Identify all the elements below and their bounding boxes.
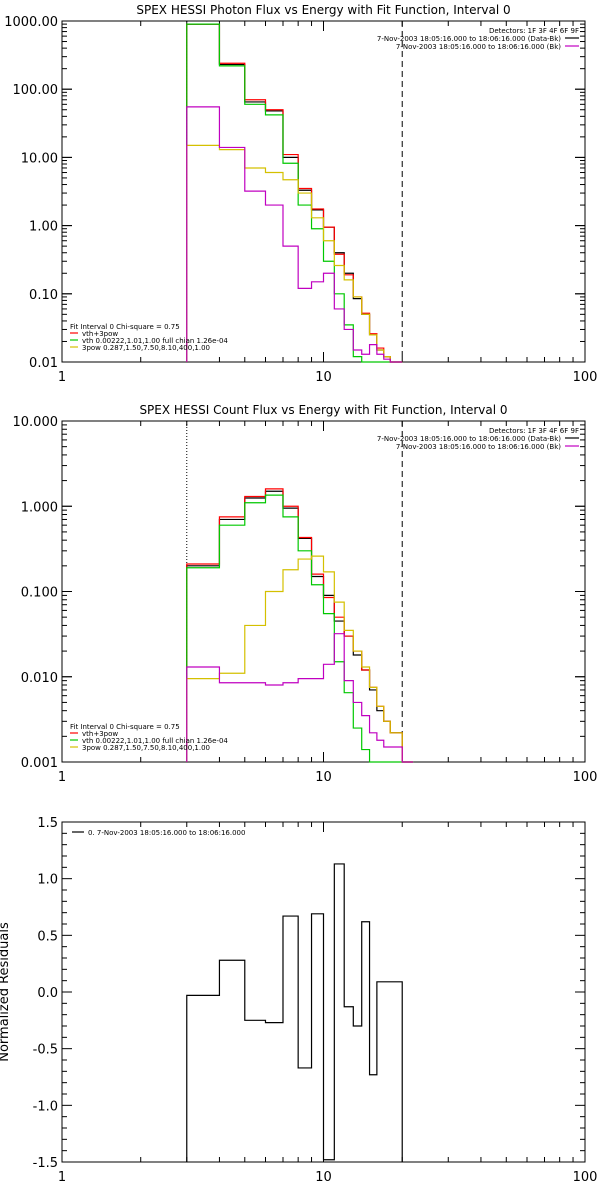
x-tick-label: 1 (58, 770, 66, 785)
y-tick-label: 0.001 (21, 756, 58, 771)
x-tick-label: 100 (573, 1170, 598, 1185)
series-4-histogram (186, 106, 403, 363)
legend-entry: 7-Nov-2003 18:05:16.000 to 18:06:16.000 … (377, 435, 561, 443)
legend-entry: 0. 7-Nov-2003 18:05:16.000 to 18:06:16.0… (88, 829, 245, 837)
legend-entry: vth 0.00222,1.01,1.00 full chian 1.26e-0… (82, 737, 228, 745)
chart-title: SPEX HESSI Photon Flux vs Energy with Fi… (136, 3, 510, 17)
series-1-histogram (186, 23, 403, 363)
x-tick-label: 1 (58, 370, 66, 385)
detectors-header: Detectors: 1F 3F 4F 6F 9F (489, 27, 579, 35)
series-2-histogram (186, 494, 414, 763)
x-tick-label: 10 (315, 770, 332, 785)
y-tick-label: 1.0 (37, 873, 58, 888)
series-2-histogram (186, 23, 403, 363)
x-tick-label: 1 (58, 1170, 66, 1185)
y-tick-label: -0.5 (33, 1043, 58, 1058)
series-3-histogram (186, 144, 403, 363)
y-tick-label: 0.01 (29, 356, 58, 371)
x-tick-label: 10 (315, 370, 332, 385)
chart-title: SPEX HESSI Count Flux vs Energy with Fit… (139, 403, 507, 417)
fit-header: Fit Interval 0 Chi-square = 0.75 (70, 323, 180, 331)
y-tick-label: -1.0 (33, 1099, 58, 1114)
legend-entry: 7-Nov-2003 18:05:16.000 to 18:06:16.000 … (377, 35, 561, 43)
y-tick-label: 0.100 (21, 586, 58, 601)
x-tick-label: 100 (573, 370, 598, 385)
plot-frame (61, 20, 586, 363)
y-tick-label: 0.010 (21, 671, 58, 686)
series-4-histogram (186, 633, 414, 763)
y-tick-label: 1000.00 (4, 15, 58, 30)
y-tick-label: 10.000 (13, 415, 59, 430)
legend-entry: vth+3pow (82, 330, 118, 338)
series-1-histogram (186, 488, 414, 763)
chart-3: 1 10 100 -1.5 -1.0 -0.5 0.0 0.5 1.0 1.5 Normalized… (0, 816, 597, 1185)
y-axis-label: Normalized Residuals (0, 922, 12, 1062)
legend-entry: vth 0.00222,1.01,1.00 full chian 1.26e-0… (82, 337, 228, 345)
series-0-histogram (186, 23, 403, 363)
series-0-histogram (186, 490, 414, 763)
chart-2: SPEX HESSI Count Flux vs Energy with Fit… (13, 403, 598, 785)
legend-entry: vth+3pow (82, 730, 118, 738)
detectors-header: Detectors: 1F 3F 4F 6F 9F (489, 427, 579, 435)
y-tick-label: 10.00 (21, 151, 58, 166)
y-tick-label: 0.10 (29, 288, 58, 303)
y-tick-label: 100.00 (13, 83, 59, 98)
legend-entry: 3pow 0.287,1.50,7.50,8.10,400,1.00 (82, 344, 210, 352)
chart-1: SPEX HESSI Photon Flux vs Energy with Fi… (4, 3, 597, 385)
x-tick-label: 100 (573, 770, 598, 785)
legend-entry: 7-Nov-2003 18:05:16.000 to 18:06:16.000 … (396, 443, 561, 451)
y-tick-label: 1.000 (21, 500, 58, 515)
fit-header: Fit Interval 0 Chi-square = 0.75 (70, 723, 180, 731)
x-tick-label: 10 (315, 1170, 332, 1185)
y-tick-label: 1.00 (29, 220, 58, 235)
y-tick-label: 0.5 (37, 929, 58, 944)
series-3-histogram (186, 555, 414, 763)
y-tick-label: 1.5 (37, 816, 58, 831)
y-tick-label: -1.5 (33, 1156, 58, 1171)
legend-entry: 3pow 0.287,1.50,7.50,8.10,400,1.00 (82, 744, 210, 752)
series-0-histogram (186, 863, 403, 1162)
legend-entry: 7-Nov-2003 18:05:16.000 to 18:06:16.000 … (396, 43, 561, 51)
y-tick-label: 0.0 (37, 986, 58, 1001)
